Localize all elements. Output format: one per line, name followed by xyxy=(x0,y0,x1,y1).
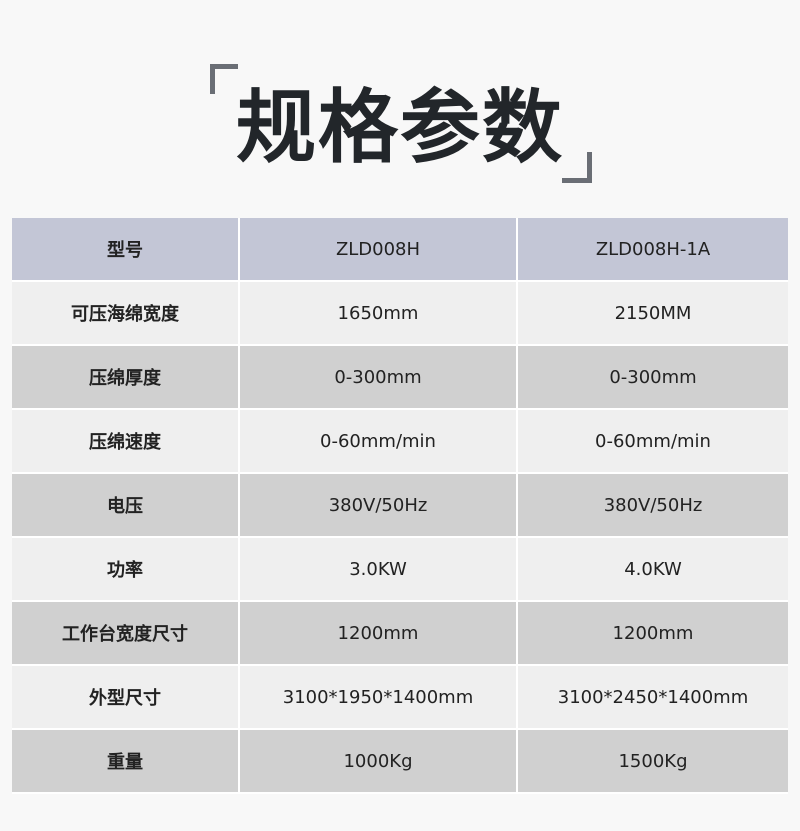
row-label: 可压海绵宽度 xyxy=(12,282,240,346)
table-row: 重量 1000Kg 1500Kg xyxy=(12,730,788,794)
row-value: 0-300mm xyxy=(240,346,518,410)
header-cell-model-2: ZLD008H-1A xyxy=(518,218,788,282)
row-label: 功率 xyxy=(12,538,240,602)
page-title: 规格参数 xyxy=(236,81,564,174)
row-value: 1650mm xyxy=(240,282,518,346)
row-value: 1500Kg xyxy=(518,730,788,794)
header-cell-label: 型号 xyxy=(12,218,240,282)
row-label: 电压 xyxy=(12,474,240,538)
row-value: 380V/50Hz xyxy=(518,474,788,538)
table-row: 压绵厚度 0-300mm 0-300mm xyxy=(12,346,788,410)
table-row: 功率 3.0KW 4.0KW xyxy=(12,538,788,602)
corner-bracket-bottom-right xyxy=(562,152,592,183)
row-label: 压绵速度 xyxy=(12,410,240,474)
header-cell-model-1: ZLD008H xyxy=(240,218,518,282)
row-label: 外型尺寸 xyxy=(12,666,240,730)
row-value: 0-60mm/min xyxy=(240,410,518,474)
table-row: 工作台宽度尺寸 1200mm 1200mm xyxy=(12,602,788,666)
row-value: 1200mm xyxy=(240,602,518,666)
row-value: 4.0KW xyxy=(518,538,788,602)
spec-table: 型号 ZLD008H ZLD008H-1A 可压海绵宽度 1650mm 2150MM… xyxy=(12,218,788,794)
row-value: 3.0KW xyxy=(240,538,518,602)
row-label: 压绵厚度 xyxy=(12,346,240,410)
table-row: 外型尺寸 3100*1950*1400mm 3100*2450*1400mm xyxy=(12,666,788,730)
row-value: 0-60mm/min xyxy=(518,410,788,474)
row-value: 1000Kg xyxy=(240,730,518,794)
row-label: 工作台宽度尺寸 xyxy=(12,602,240,666)
table-row: 压绵速度 0-60mm/min 0-60mm/min xyxy=(12,410,788,474)
row-label: 重量 xyxy=(12,730,240,794)
row-value: 1200mm xyxy=(518,602,788,666)
row-value: 3100*2450*1400mm xyxy=(518,666,788,730)
table-row: 可压海绵宽度 1650mm 2150MM xyxy=(12,282,788,346)
table-header-row: 型号 ZLD008H ZLD008H-1A xyxy=(12,218,788,282)
row-value: 380V/50Hz xyxy=(240,474,518,538)
row-value: 0-300mm xyxy=(518,346,788,410)
row-value: 2150MM xyxy=(518,282,788,346)
corner-bracket-top-left xyxy=(210,64,238,94)
table-row: 电压 380V/50Hz 380V/50Hz xyxy=(12,474,788,538)
row-value: 3100*1950*1400mm xyxy=(240,666,518,730)
